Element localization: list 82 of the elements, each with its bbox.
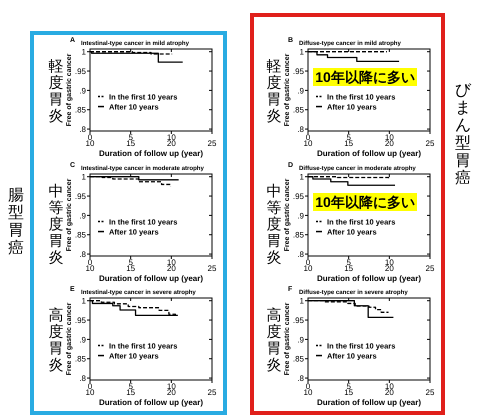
x-tick-label: 25 (208, 264, 217, 273)
text: 腸型胃癌 (8, 187, 24, 257)
y-tick-label: .8 (297, 374, 305, 384)
annotation: 10年以降に多い (315, 194, 415, 210)
y-tick-label: .95 (74, 192, 87, 202)
annotation: 10年以降に多い (315, 69, 415, 85)
x-tick-label: 20 (384, 388, 394, 397)
x2-tick-label: 5 (346, 382, 352, 391)
x-axis-title: Duration of follow up (year) (317, 398, 422, 407)
y-tick-label: .9 (79, 86, 87, 96)
y-tick-label: .95 (74, 316, 87, 326)
x-axis-title: Duration of follow up (year) (99, 398, 204, 407)
x-tick-label: 20 (166, 139, 176, 148)
y-tick-label: .9 (297, 335, 305, 344)
x2-tick-label: 10 (166, 382, 176, 391)
x-tick-label: 20 (166, 264, 176, 273)
y-tick-label: .95 (292, 192, 305, 202)
x-axis-title: Duration of follow up (year) (99, 149, 204, 158)
y-tick-label: .95 (292, 67, 305, 76)
text: 中等度胃炎 (266, 183, 282, 266)
y-tick-label: .9 (297, 211, 305, 220)
x-tick-label: 15 (126, 139, 136, 148)
y-tick-label: .85 (292, 354, 305, 364)
x-tick-label: 25 (208, 388, 217, 397)
x-tick-label: 15 (344, 264, 354, 273)
x-tick-label: 15 (126, 264, 136, 273)
y-tick-label: .9 (79, 211, 87, 220)
x-tick-label: 10 (86, 388, 95, 397)
x2-tick-label: 5 (128, 258, 134, 267)
x2-tick-label: 10 (384, 133, 394, 142)
x-tick-label: 25 (208, 139, 217, 148)
x2-tick-label: 10 (384, 382, 394, 391)
y-tick-label: .85 (74, 106, 87, 115)
y-tick-label: .85 (74, 230, 87, 240)
x-axis-title: Duration of follow up (year) (317, 274, 422, 283)
y-tick-label: .9 (297, 86, 305, 96)
text: 軽度胃炎 (266, 58, 282, 124)
x2-tick-label: 10 (384, 258, 394, 267)
x-tick-label: 25 (426, 139, 435, 148)
y-tick-label: .8 (297, 250, 305, 260)
y-tick-label: 1 (82, 48, 87, 57)
text: 中等度胃炎 (48, 183, 64, 266)
y-tick-label: .85 (74, 354, 87, 364)
x-axis-title: Duration of follow up (year) (99, 274, 204, 283)
x2-tick-label: 5 (346, 258, 352, 267)
y-tick-label: .8 (79, 250, 87, 260)
x-tick-label: 25 (426, 264, 435, 273)
y-tick-label: .8 (79, 125, 87, 134)
x-tick-label: 10 (304, 264, 313, 273)
y-tick-label: .8 (297, 125, 305, 134)
y-tick-label: 1 (82, 172, 87, 182)
text: びまん型胃癌 (455, 82, 472, 187)
text: 軽度胃炎 (48, 58, 64, 124)
y-tick-label: .95 (74, 67, 87, 76)
x2-tick-label: 5 (346, 133, 352, 142)
x-tick-label: 20 (384, 264, 394, 273)
x2-tick-label: 5 (128, 382, 134, 391)
y-tick-label: .9 (79, 335, 87, 344)
x2-tick-label: 10 (166, 133, 176, 142)
x2-tick-label: 10 (166, 258, 176, 267)
y-tick-label: .85 (292, 230, 305, 240)
y-tick-label: 1 (300, 172, 305, 182)
text: 高度胃炎 (266, 307, 282, 374)
x-tick-label: 10 (304, 388, 313, 397)
x-tick-label: 25 (426, 388, 435, 397)
x2-tick-label: 5 (128, 133, 134, 142)
x-tick-label: 15 (344, 139, 354, 148)
y-tick-label: .8 (79, 374, 87, 384)
x-tick-label: 15 (126, 388, 136, 397)
x-axis-title: Duration of follow up (year) (317, 149, 422, 158)
x-tick-label: 20 (384, 139, 394, 148)
y-tick-label: .95 (292, 316, 305, 326)
y-tick-label: 1 (300, 48, 305, 57)
y-tick-label: .85 (292, 106, 305, 115)
x-tick-label: 15 (344, 388, 354, 397)
y-tick-label: 1 (300, 296, 305, 306)
x-tick-label: 10 (86, 139, 95, 148)
x-tick-label: 10 (86, 264, 95, 273)
x-tick-label: 20 (166, 388, 176, 397)
x-tick-label: 10 (304, 139, 313, 148)
y-tick-label: 1 (82, 296, 87, 306)
text: 高度胃炎 (48, 307, 64, 374)
